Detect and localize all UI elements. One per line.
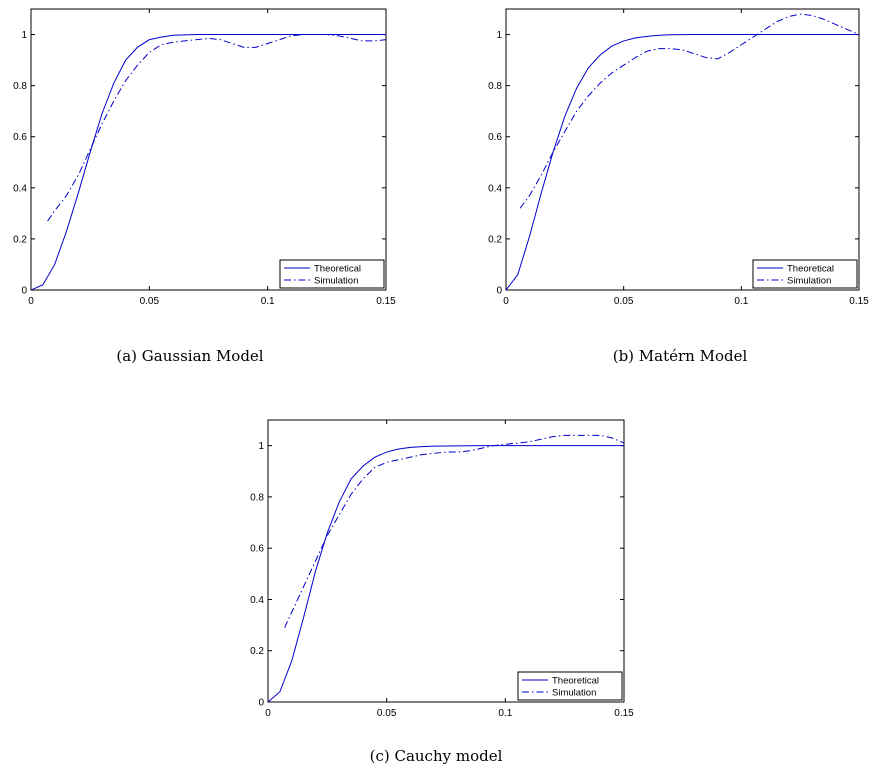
x-tick-label: 0	[265, 708, 271, 719]
subplot-cauchy: 0 0.05 0.1 0.15 0 0.2 0.4 0.6 0.8 1 TheoreticalSim…	[250, 419, 634, 765]
y-tick-label: 0	[496, 286, 502, 297]
x-tick-label: 0.05	[140, 296, 160, 307]
legend-label: Simulation	[314, 276, 358, 287]
legend-box	[517, 671, 623, 701]
subplot-gaussian: 0 0.05 0.1 0.15 0 0.2 0.4 0.6 0.8 1 TheoreticalSim…	[13, 8, 396, 365]
y-tick-label: 0.4	[488, 183, 502, 194]
axes-box	[30, 8, 387, 291]
x-tick-label: 0.05	[614, 296, 634, 307]
y-tick-label: 0.4	[250, 595, 264, 606]
y-tick-label: 0.8	[13, 81, 27, 92]
legend-label: Theoretical	[314, 264, 361, 275]
y-tick-label: 1	[496, 30, 502, 41]
subplot-matern: 0 0.05 0.1 0.15 0 0.2 0.4 0.6 0.8 1 TheoreticalSim…	[488, 8, 869, 365]
y-tick-label: 0.6	[488, 132, 502, 143]
subfigure-caption: (b) Matérn Model	[613, 347, 748, 365]
y-tick-label: 0.2	[13, 234, 27, 245]
y-tick-label: 0.8	[250, 492, 264, 503]
y-tick-label: 0.2	[488, 234, 502, 245]
y-tick-label: 0	[258, 698, 264, 709]
theoretical-series-line	[268, 445, 624, 702]
simulation-series-line	[519, 13, 859, 209]
legend-label: Theoretical	[552, 676, 599, 687]
legend-box	[752, 259, 858, 289]
y-tick-label: 1	[21, 30, 27, 41]
legend-label: Theoretical	[787, 264, 834, 275]
y-tick-label: 0.6	[13, 132, 27, 143]
y-tick-label: 0	[21, 286, 27, 297]
subfigure-caption: (c) Cauchy model	[370, 747, 503, 765]
x-tick-label: 0.15	[849, 296, 869, 307]
x-tick-label: 0	[503, 296, 509, 307]
axes-box	[505, 8, 860, 291]
x-tick-label: 0.15	[376, 296, 396, 307]
theoretical-series-line	[506, 34, 859, 290]
axes-box	[267, 419, 625, 703]
x-tick-label: 0	[28, 296, 34, 307]
simulation-series-line	[47, 34, 386, 222]
legend-label: Simulation	[787, 276, 831, 287]
y-tick-label: 1	[258, 441, 264, 452]
y-tick-label: 0.6	[250, 544, 264, 555]
x-tick-label: 0.1	[261, 296, 275, 307]
x-tick-label: 0.1	[734, 296, 748, 307]
x-tick-label: 0.1	[498, 708, 512, 719]
theoretical-series-line	[31, 34, 386, 290]
simulation-series-line	[284, 434, 624, 628]
subfigure-caption: (a) Gaussian Model	[116, 347, 263, 365]
y-tick-label: 0.2	[250, 646, 264, 657]
x-tick-label: 0.05	[377, 708, 397, 719]
x-tick-label: 0.15	[614, 708, 634, 719]
y-tick-label: 0.8	[488, 81, 502, 92]
legend-label: Simulation	[552, 688, 596, 699]
legend-box	[279, 259, 385, 289]
y-tick-label: 0.4	[13, 183, 27, 194]
